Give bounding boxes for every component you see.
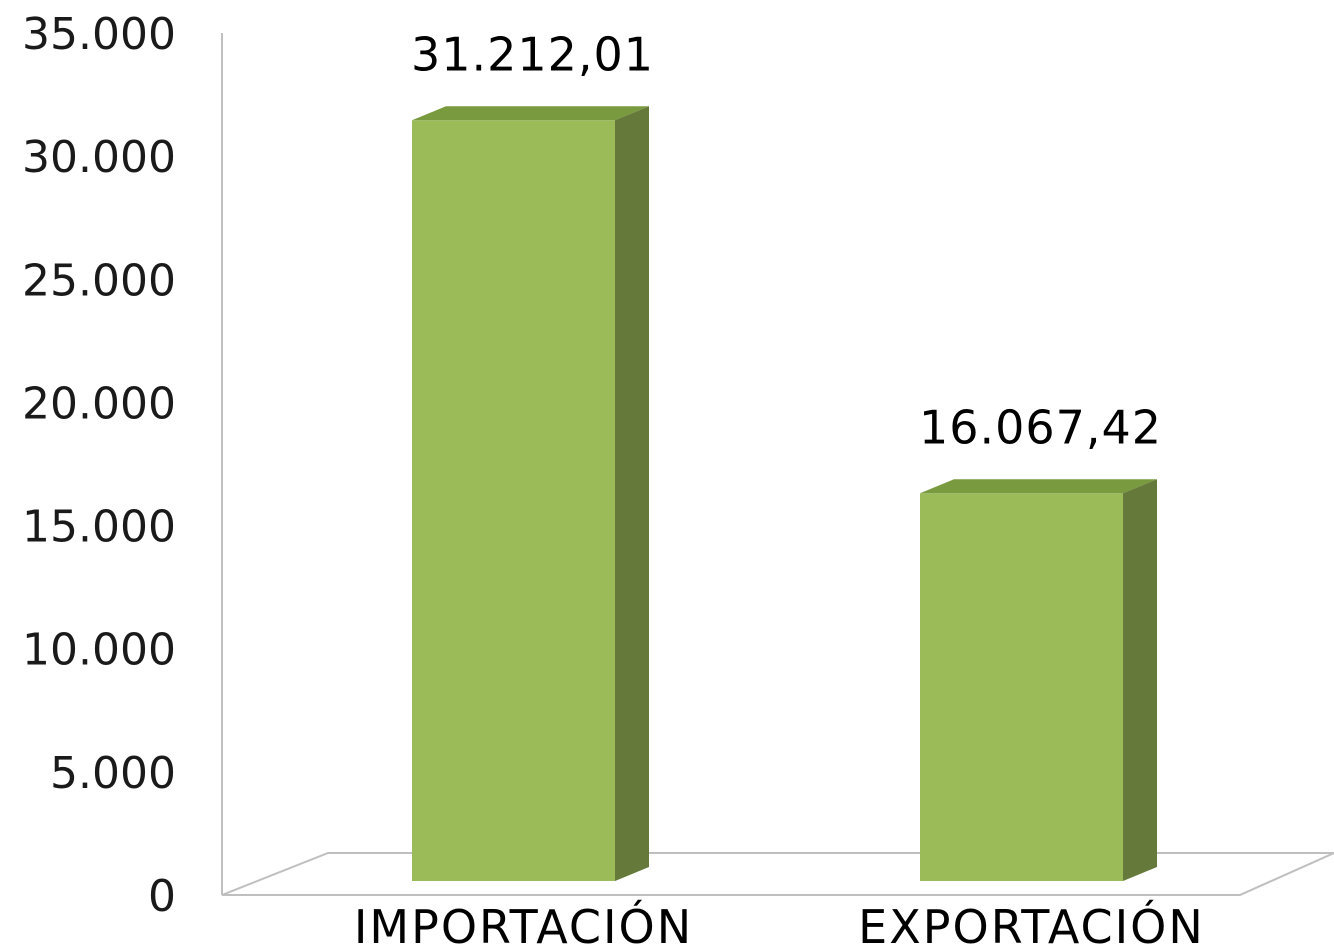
data-label: 31.212,01 (411, 27, 654, 81)
bar-2 (920, 479, 1157, 881)
bar-top (412, 106, 649, 121)
data-label: 16.067,42 (919, 400, 1162, 454)
bar-front (412, 120, 615, 881)
y-tick-label: 35.000 (22, 9, 176, 60)
chart-floor (221, 852, 1334, 896)
bar-1 (412, 106, 649, 881)
y-tick-label: 0 (148, 871, 176, 922)
bar-top (920, 479, 1157, 494)
y-tick-label: 20.000 (22, 378, 176, 429)
category-label: EXPORTACIÓN (858, 900, 1205, 949)
bar-front (920, 493, 1123, 881)
y-tick-label: 5.000 (50, 748, 176, 799)
y-tick-label: 25.000 (22, 255, 176, 306)
y-tick-label: 10.000 (22, 625, 176, 676)
category-label: IMPORTACIÓN (354, 900, 693, 949)
labels: 31.212,01 IMPORTACIÓN 16.067,42 EXPORTACIÓN (354, 27, 1205, 949)
y-tick-label: 15.000 (22, 502, 176, 553)
bar-side (1123, 479, 1157, 881)
y-tick-label: 30.000 (22, 132, 176, 183)
y-tick-labels: 0 5.000 10.000 15.000 20.000 25.000 30.000 35.0… (22, 9, 176, 922)
bar-side (615, 106, 649, 881)
bars (412, 106, 1157, 881)
